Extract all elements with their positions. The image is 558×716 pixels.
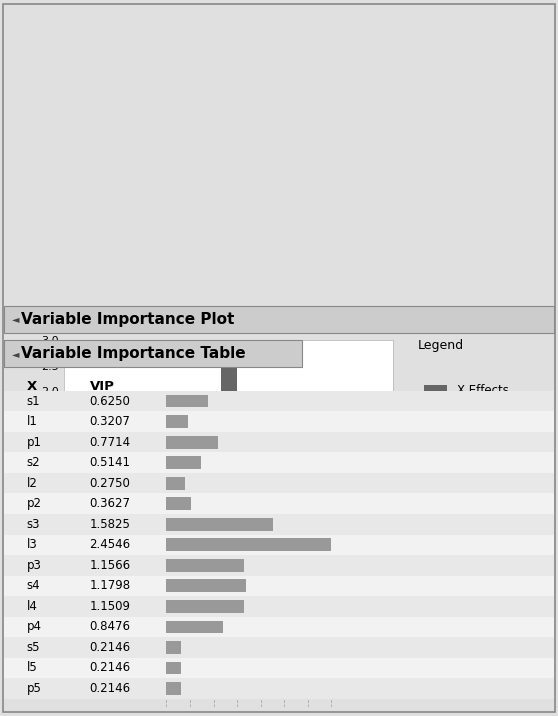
Text: 1.5825: 1.5825 — [90, 518, 131, 531]
Text: s5: s5 — [26, 641, 40, 654]
Text: 1.1509: 1.1509 — [90, 600, 131, 613]
FancyBboxPatch shape — [166, 641, 181, 654]
FancyBboxPatch shape — [4, 514, 554, 535]
FancyBboxPatch shape — [4, 596, 554, 616]
Text: p2: p2 — [26, 497, 41, 511]
Text: 0.2146: 0.2146 — [90, 662, 131, 674]
Text: 0.3207: 0.3207 — [90, 415, 131, 428]
Text: 0.7714: 0.7714 — [90, 435, 131, 449]
FancyBboxPatch shape — [4, 658, 554, 678]
FancyBboxPatch shape — [166, 477, 185, 490]
Text: Variable Importance Plot: Variable Importance Plot — [21, 312, 234, 326]
FancyBboxPatch shape — [166, 415, 188, 428]
Text: 2.4546: 2.4546 — [90, 538, 131, 551]
Text: X: X — [26, 380, 37, 393]
Text: 0.5141: 0.5141 — [90, 456, 131, 469]
Text: ◄: ◄ — [12, 349, 20, 359]
FancyBboxPatch shape — [166, 682, 181, 695]
FancyBboxPatch shape — [4, 616, 554, 637]
Bar — [69, 462, 85, 494]
FancyBboxPatch shape — [4, 535, 554, 555]
FancyBboxPatch shape — [4, 432, 554, 453]
FancyBboxPatch shape — [4, 453, 554, 473]
Text: p4: p4 — [26, 620, 41, 634]
Text: Variable Importance Table: Variable Importance Table — [21, 347, 246, 361]
Text: s1: s1 — [26, 395, 40, 407]
Bar — [373, 483, 388, 494]
FancyBboxPatch shape — [4, 576, 554, 596]
X-axis label: X Effects: X Effects — [201, 518, 257, 531]
FancyBboxPatch shape — [4, 493, 554, 514]
FancyBboxPatch shape — [166, 456, 201, 469]
Bar — [113, 455, 128, 494]
Text: 0.8476: 0.8476 — [90, 620, 131, 634]
Bar — [307, 450, 323, 494]
FancyBboxPatch shape — [166, 538, 331, 551]
Text: s3: s3 — [26, 518, 40, 531]
Text: s4: s4 — [26, 579, 40, 592]
FancyBboxPatch shape — [4, 678, 554, 699]
Bar — [351, 483, 367, 494]
FancyBboxPatch shape — [166, 498, 191, 510]
FancyBboxPatch shape — [166, 395, 208, 407]
FancyBboxPatch shape — [166, 436, 218, 448]
FancyBboxPatch shape — [166, 662, 181, 674]
FancyBboxPatch shape — [166, 600, 244, 613]
Text: s2: s2 — [26, 456, 40, 469]
Bar — [221, 368, 237, 494]
Text: VIP: VIP — [90, 380, 114, 393]
FancyBboxPatch shape — [4, 412, 554, 432]
Text: 0.2750: 0.2750 — [90, 477, 131, 490]
Text: l5: l5 — [26, 662, 37, 674]
Bar — [156, 480, 172, 494]
Bar — [134, 468, 150, 494]
Text: 0.2146: 0.2146 — [90, 641, 131, 654]
Text: 0.3627: 0.3627 — [90, 497, 131, 511]
Bar — [177, 475, 193, 494]
Bar — [329, 483, 345, 494]
Bar — [264, 433, 280, 494]
Text: p3: p3 — [26, 558, 41, 572]
Bar — [91, 478, 107, 494]
Text: l2: l2 — [26, 477, 37, 490]
Text: l4: l4 — [26, 600, 37, 613]
FancyBboxPatch shape — [166, 559, 244, 571]
Legend: X Effects: X Effects — [419, 379, 513, 402]
FancyBboxPatch shape — [4, 637, 554, 658]
FancyBboxPatch shape — [166, 621, 223, 633]
FancyBboxPatch shape — [166, 518, 273, 531]
FancyBboxPatch shape — [4, 555, 554, 576]
Text: 1.1798: 1.1798 — [90, 579, 131, 592]
FancyBboxPatch shape — [4, 473, 554, 493]
FancyBboxPatch shape — [4, 391, 554, 412]
Text: l3: l3 — [26, 538, 37, 551]
Bar — [286, 435, 301, 494]
Text: 1.1566: 1.1566 — [90, 558, 131, 572]
Text: ◄: ◄ — [12, 314, 20, 324]
FancyBboxPatch shape — [166, 579, 246, 592]
Text: 0.2146: 0.2146 — [90, 682, 131, 695]
Text: 0.6250: 0.6250 — [90, 395, 131, 407]
Text: p5: p5 — [26, 682, 41, 695]
Bar — [199, 413, 215, 494]
Text: l1: l1 — [26, 415, 37, 428]
Text: Legend: Legend — [418, 339, 464, 352]
Bar — [243, 435, 258, 494]
Text: p1: p1 — [26, 435, 41, 449]
Y-axis label: VIP: VIP — [22, 407, 35, 427]
